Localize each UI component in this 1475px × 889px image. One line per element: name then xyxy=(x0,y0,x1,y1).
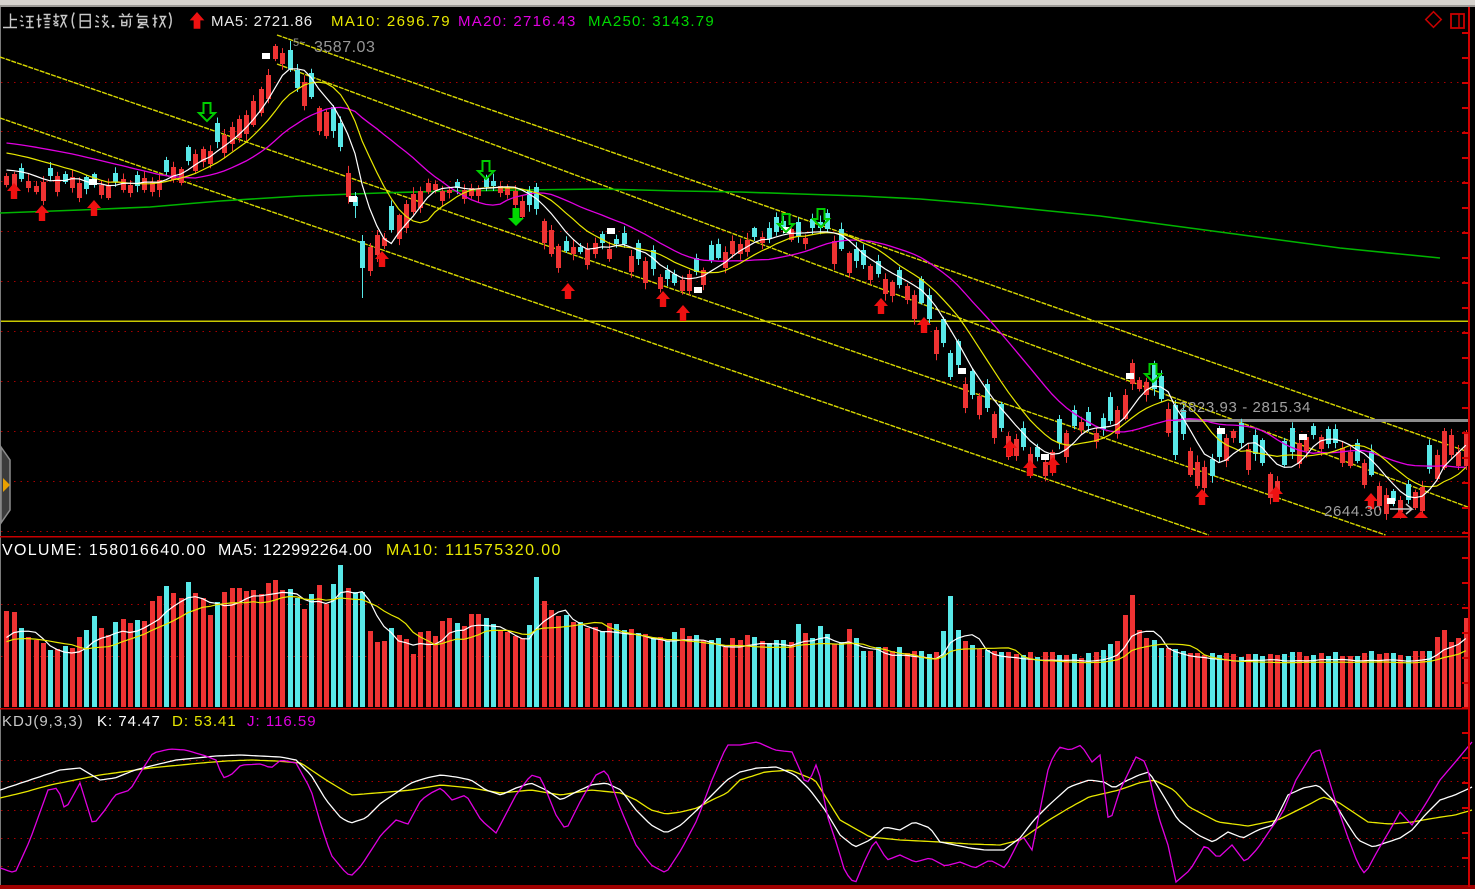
svg-text:VOLUME: 158016640.00: VOLUME: 158016640.00 xyxy=(2,542,207,559)
svg-text:MA20: 2716.43: MA20: 2716.43 xyxy=(458,13,577,30)
svg-text:K: 74.47: K: 74.47 xyxy=(97,713,161,730)
svg-text:MA250: 3143.79: MA250: 3143.79 xyxy=(588,13,715,30)
svg-text:2823.93 - 2815.34: 2823.93 - 2815.34 xyxy=(1179,399,1311,416)
svg-text:D: 53.41: D: 53.41 xyxy=(172,713,237,730)
svg-text:KDJ(9,3,3): KDJ(9,3,3) xyxy=(2,713,84,730)
svg-text:MA10: 2696.79: MA10: 2696.79 xyxy=(331,13,451,30)
svg-text:J: 116.59: J: 116.59 xyxy=(247,713,317,730)
svg-text:MA5: 122992264.00: MA5: 122992264.00 xyxy=(218,542,372,559)
svg-text:2644.30: 2644.30 xyxy=(1324,503,1382,520)
svg-text:MA10: 111575320.00: MA10: 111575320.00 xyxy=(386,542,562,559)
svg-text:3587.03: 3587.03 xyxy=(314,39,375,56)
svg-text:5~: 5~ xyxy=(293,37,306,49)
svg-text:MA5: 2721.86: MA5: 2721.86 xyxy=(211,13,313,30)
